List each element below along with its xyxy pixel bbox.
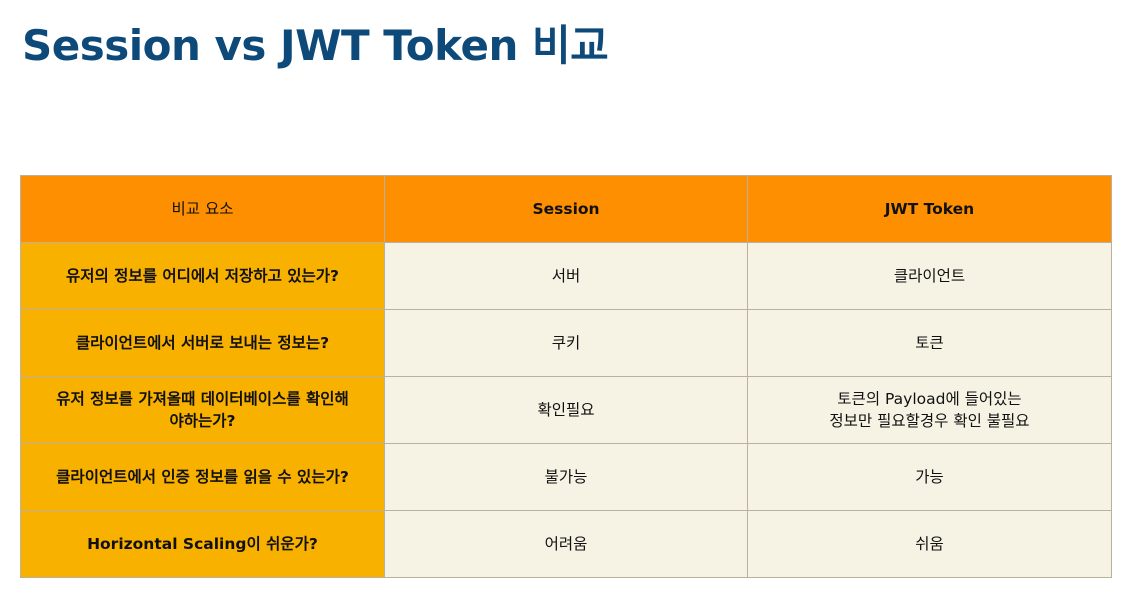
row-jwt-value: 토큰의 Payload에 들어있는 정보만 필요할경우 확인 불필요 [747,376,1112,444]
row-session-value: 확인필요 [384,376,748,444]
table-header-row: 비교 요소 Session JWT Token [20,175,1112,243]
jwt-text-line-1: 토큰의 Payload에 들어있는 [837,390,1022,408]
table-row: Horizontal Scaling이 쉬운가? 어려움 쉬움 [20,510,1112,578]
table-row: 클라이언트에서 인증 정보를 읽을 수 있는가? 불가능 가능 [20,443,1112,511]
row-session-value: 어려움 [384,510,748,578]
jwt-text-line-2: 정보만 필요할경우 확인 불필요 [829,412,1030,430]
row-criterion: 유저의 정보를 어디에서 저장하고 있는가? [20,242,385,310]
page-title: Session vs JWT Token 비교 [22,21,609,70]
header-criterion: 비교 요소 [20,175,385,243]
table-row: 유저의 정보를 어디에서 저장하고 있는가? 서버 클라이언트 [20,242,1112,310]
jwt-text: 가능 [915,468,944,486]
row-session-value: 불가능 [384,443,748,511]
criterion-text-line-2: 야하는가? [169,412,236,430]
row-session-value: 서버 [384,242,748,310]
criterion-text: Horizontal Scaling이 쉬운가? [87,535,318,553]
comparison-table: 비교 요소 Session JWT Token 유저의 정보를 어디에서 저장하… [20,175,1112,578]
criterion-text: 클라이언트에서 인증 정보를 읽을 수 있는가? [56,468,349,486]
jwt-text: 토큰 [915,334,944,352]
criterion-text: 유저의 정보를 어디에서 저장하고 있는가? [66,267,339,285]
criterion-text-line-1: 유저 정보를 가져올때 데이터베이스를 확인해 [56,390,349,408]
row-jwt-value: 토큰 [747,309,1112,377]
header-jwt: JWT Token [747,175,1112,243]
row-jwt-value: 클라이언트 [747,242,1112,310]
row-jwt-value: 가능 [747,443,1112,511]
row-session-value: 쿠키 [384,309,748,377]
row-criterion: 클라이언트에서 인증 정보를 읽을 수 있는가? [20,443,385,511]
table-row: 유저 정보를 가져올때 데이터베이스를 확인해 야하는가? 확인필요 토큰의 P… [20,376,1112,444]
criterion-text: 클라이언트에서 서버로 보내는 정보는? [75,334,330,352]
row-criterion: 유저 정보를 가져올때 데이터베이스를 확인해 야하는가? [20,376,385,444]
jwt-text: 쉬움 [915,535,944,553]
header-session: Session [384,175,748,243]
row-criterion: Horizontal Scaling이 쉬운가? [20,510,385,578]
table-row: 클라이언트에서 서버로 보내는 정보는? 쿠키 토큰 [20,309,1112,377]
jwt-text: 클라이언트 [893,267,966,285]
row-jwt-value: 쉬움 [747,510,1112,578]
row-criterion: 클라이언트에서 서버로 보내는 정보는? [20,309,385,377]
